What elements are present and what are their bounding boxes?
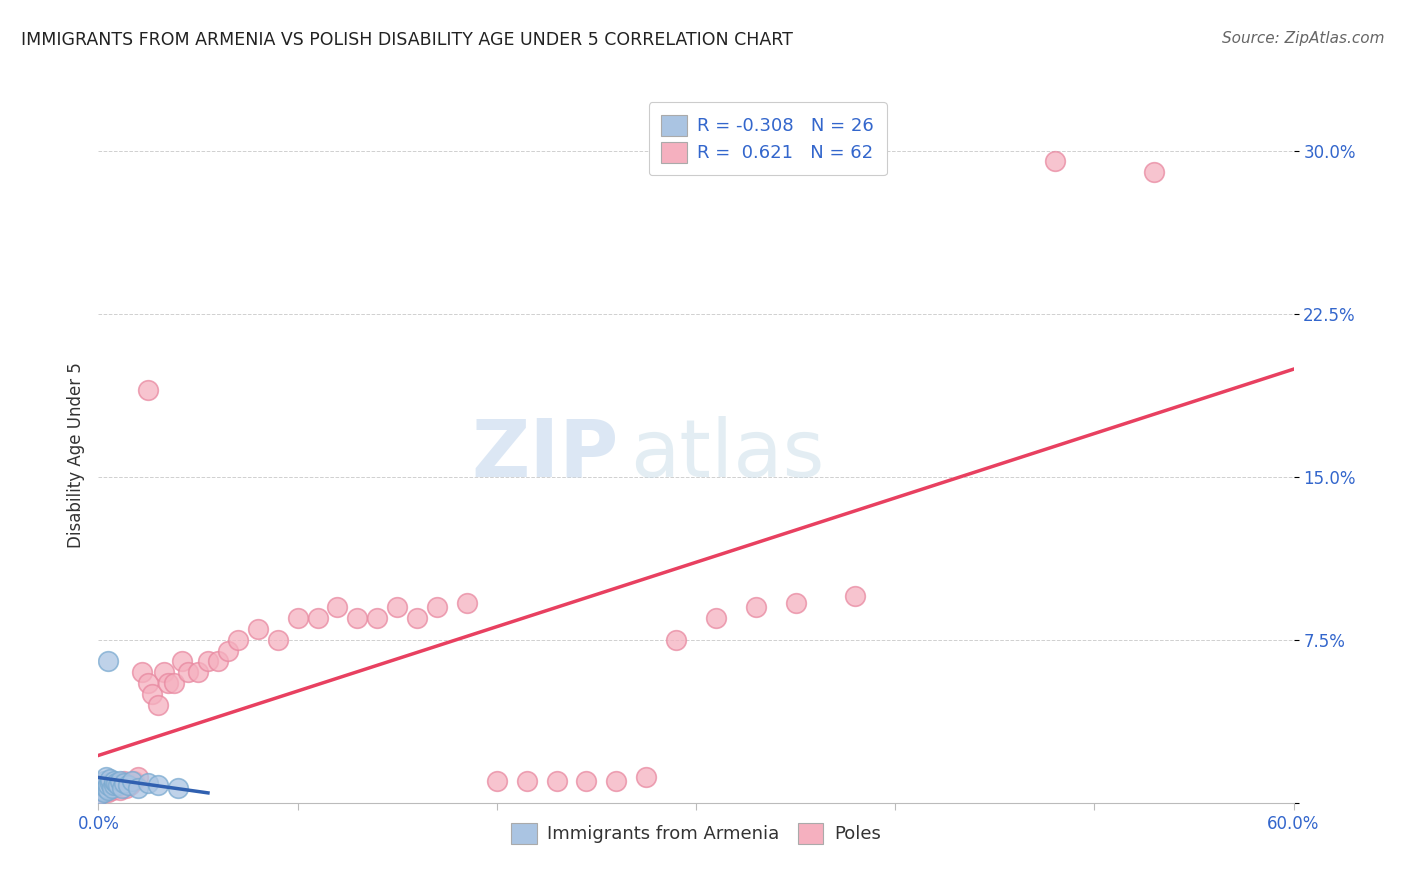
Point bbox=[117, 778, 139, 793]
Point bbox=[136, 776, 159, 790]
Y-axis label: Disability Age Under 5: Disability Age Under 5 bbox=[66, 362, 84, 548]
Point bbox=[157, 676, 180, 690]
Point bbox=[326, 600, 349, 615]
Point bbox=[366, 611, 388, 625]
Point bbox=[98, 776, 122, 790]
Point bbox=[141, 687, 163, 701]
Point bbox=[704, 611, 727, 625]
Point bbox=[745, 600, 768, 615]
Point bbox=[121, 774, 143, 789]
Point bbox=[307, 611, 329, 625]
Point bbox=[197, 655, 219, 669]
Point bbox=[346, 611, 368, 625]
Point bbox=[287, 611, 309, 625]
Point bbox=[426, 600, 449, 615]
Point bbox=[93, 780, 115, 795]
Point bbox=[98, 780, 122, 795]
Point bbox=[136, 383, 159, 397]
Point bbox=[605, 774, 627, 789]
Text: IMMIGRANTS FROM ARMENIA VS POLISH DISABILITY AGE UNDER 5 CORRELATION CHART: IMMIGRANTS FROM ARMENIA VS POLISH DISABI… bbox=[21, 31, 793, 49]
Point bbox=[103, 778, 125, 793]
Point bbox=[110, 782, 132, 797]
Point bbox=[1043, 154, 1066, 169]
Point bbox=[91, 778, 114, 793]
Point bbox=[385, 600, 409, 615]
Point bbox=[207, 655, 229, 669]
Point bbox=[546, 774, 568, 789]
Point bbox=[97, 782, 120, 797]
Point bbox=[120, 778, 142, 793]
Point bbox=[110, 774, 132, 789]
Point bbox=[101, 780, 124, 795]
Point bbox=[96, 776, 118, 790]
Point bbox=[91, 778, 114, 793]
Point bbox=[163, 676, 186, 690]
Point bbox=[101, 782, 124, 797]
Point bbox=[485, 774, 508, 789]
Legend: Immigrants from Armenia, Poles: Immigrants from Armenia, Poles bbox=[502, 814, 890, 853]
Point bbox=[1143, 165, 1166, 179]
Point bbox=[785, 596, 807, 610]
Point bbox=[177, 665, 200, 680]
Point bbox=[131, 665, 153, 680]
Point bbox=[226, 632, 249, 647]
Text: ZIP: ZIP bbox=[471, 416, 619, 494]
Point bbox=[96, 770, 118, 784]
Point bbox=[127, 780, 149, 795]
Point bbox=[93, 785, 115, 799]
Point bbox=[111, 778, 134, 793]
Point bbox=[246, 622, 269, 636]
Point bbox=[148, 698, 170, 712]
Text: Source: ZipAtlas.com: Source: ZipAtlas.com bbox=[1222, 31, 1385, 46]
Point bbox=[406, 611, 429, 625]
Point bbox=[107, 776, 129, 790]
Point bbox=[148, 778, 170, 793]
Point bbox=[124, 774, 146, 789]
Point bbox=[112, 774, 135, 789]
Point bbox=[97, 778, 120, 793]
Point bbox=[844, 589, 866, 603]
Point bbox=[93, 774, 115, 789]
Point bbox=[98, 772, 122, 786]
Point bbox=[97, 778, 120, 793]
Point bbox=[97, 655, 120, 669]
Point bbox=[98, 776, 122, 790]
Point bbox=[107, 778, 129, 793]
Point bbox=[105, 776, 128, 790]
Point bbox=[103, 774, 125, 789]
Point bbox=[127, 770, 149, 784]
Point bbox=[103, 778, 125, 793]
Point bbox=[636, 770, 658, 784]
Point bbox=[89, 787, 111, 801]
Point bbox=[136, 676, 159, 690]
Point bbox=[665, 632, 688, 647]
Point bbox=[91, 782, 114, 797]
Point bbox=[111, 780, 134, 795]
Point bbox=[89, 787, 111, 801]
Point bbox=[96, 782, 118, 797]
Point bbox=[105, 780, 128, 795]
Point bbox=[97, 785, 120, 799]
Point bbox=[93, 785, 115, 799]
Point bbox=[96, 780, 118, 795]
Point bbox=[516, 774, 538, 789]
Point bbox=[112, 776, 135, 790]
Point bbox=[117, 776, 139, 790]
Point bbox=[115, 780, 138, 795]
Point bbox=[153, 665, 176, 680]
Text: atlas: atlas bbox=[630, 416, 824, 494]
Point bbox=[267, 632, 290, 647]
Point bbox=[575, 774, 598, 789]
Point bbox=[187, 665, 209, 680]
Point bbox=[217, 643, 239, 657]
Point bbox=[91, 782, 114, 797]
Point bbox=[172, 655, 194, 669]
Point bbox=[167, 780, 190, 795]
Point bbox=[456, 596, 478, 610]
